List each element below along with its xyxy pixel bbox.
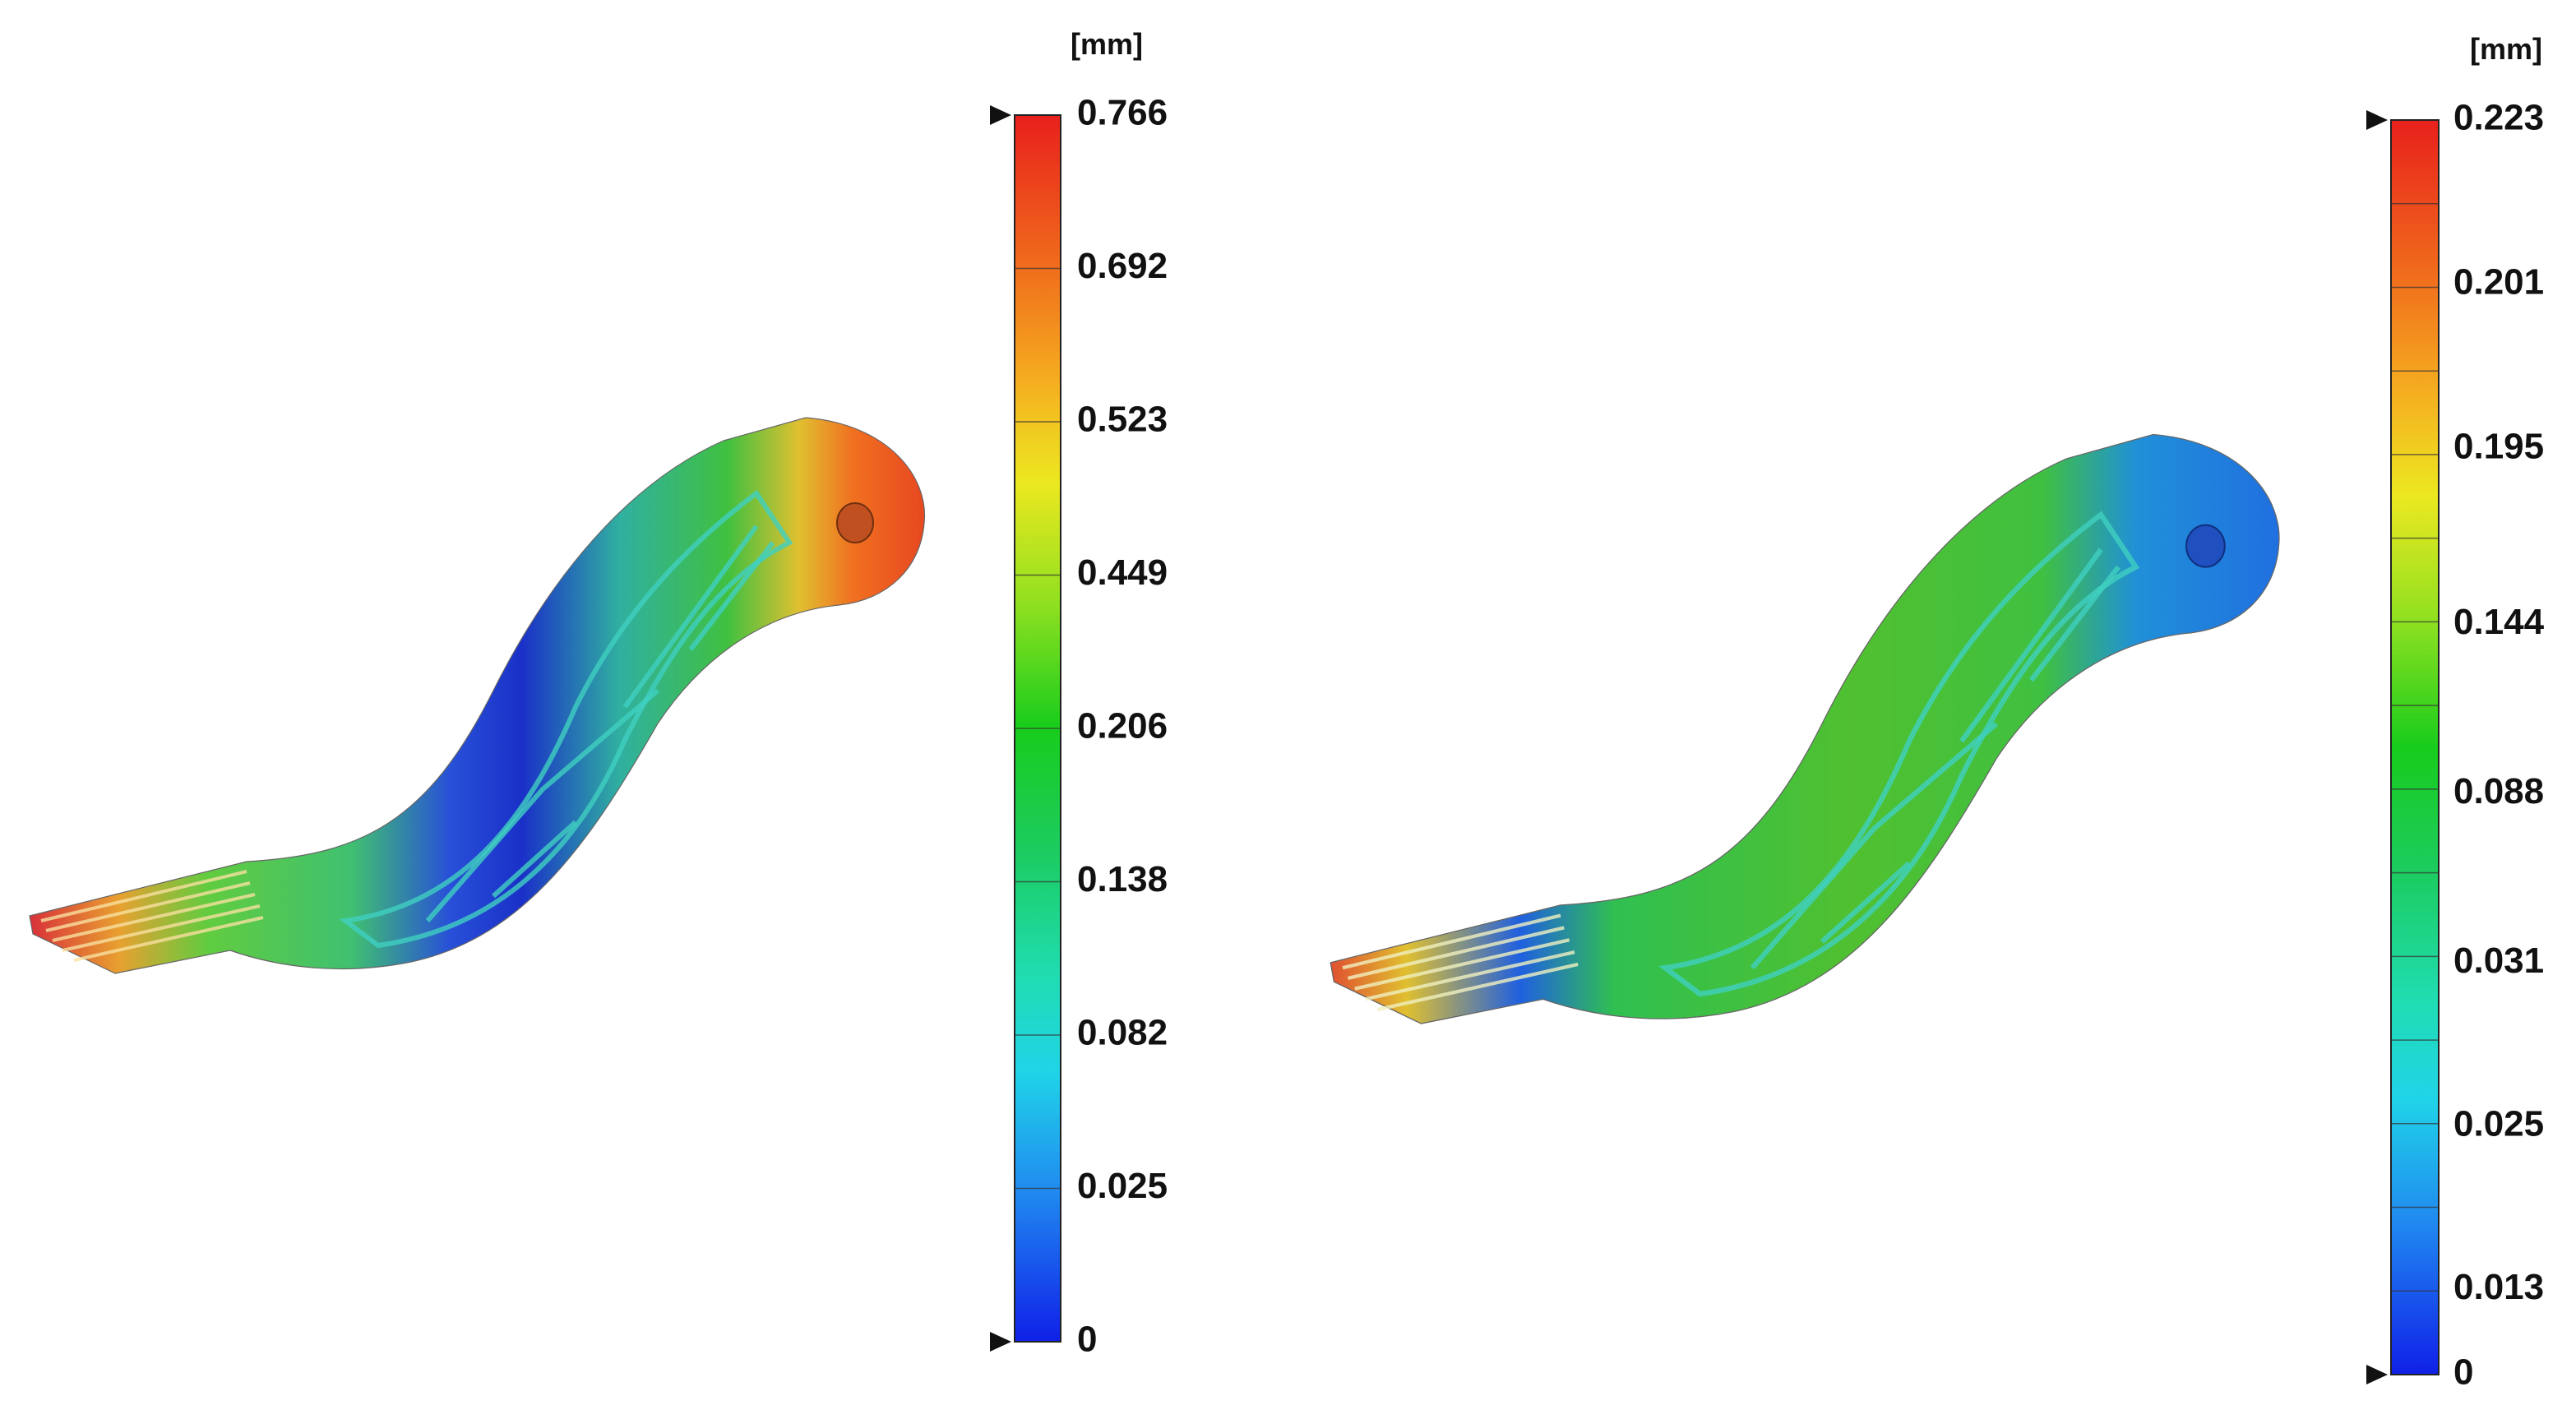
scale-label: 0.031 [2453,941,2544,981]
scale-label: 0.138 [1077,859,1168,899]
scale-label: 0.223 [2453,98,2544,138]
scale-label: 0.449 [1077,552,1168,593]
scale-marker [2366,1365,2388,1384]
scale-label: 0 [1077,1320,1097,1360]
scale-marker [990,105,1011,125]
scale-label: 0.523 [1077,400,1168,440]
scale-label: 0.692 [1077,246,1168,286]
scale-label: 0.013 [2453,1267,2544,1307]
scale-label: 0.195 [2453,426,2544,466]
color-scale-bar [2390,119,2440,1375]
scale-label: 0.025 [2453,1103,2544,1144]
scale-label: 0 [2453,1352,2473,1393]
scale-label: 0.025 [1077,1166,1168,1206]
scale-marker [2366,110,2388,130]
scale-label: 0.206 [1077,706,1168,746]
scale-label: 0.766 [1077,93,1168,133]
unit-label: [mm] [1071,27,1143,61]
pedal-model-right [1330,433,2280,1024]
unit-label: [mm] [2470,32,2542,66]
models [29,417,2280,1024]
pedal-model-left [29,417,926,974]
scale-label: 0.144 [2453,602,2545,642]
scale-label: 0.201 [2453,262,2544,303]
scale-label: 0.082 [1077,1013,1168,1053]
scale-marker [990,1332,1011,1352]
scale-label: 0.088 [2453,771,2544,811]
